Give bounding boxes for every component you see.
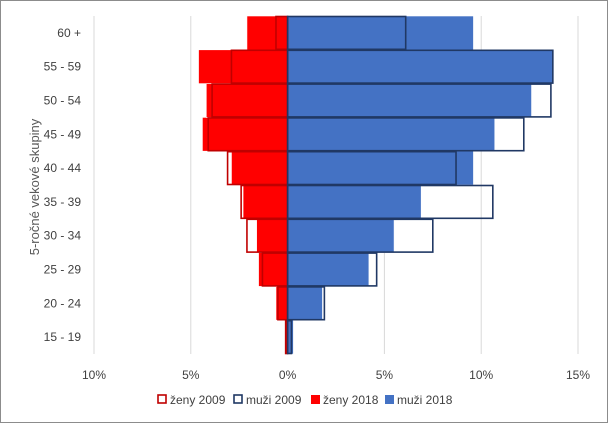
bar-outline xyxy=(286,218,434,253)
y-tick-label: 60 + xyxy=(57,26,81,40)
legend-swatch xyxy=(233,394,243,404)
x-tick-labels: 10% 5% 0% 5% 10% 15% xyxy=(82,368,590,382)
bar xyxy=(287,49,554,84)
filled-bars xyxy=(198,15,554,355)
x-tick-label: 10% xyxy=(82,368,106,382)
x-tick-label: 5% xyxy=(376,368,394,382)
legend-label: muži 2018 xyxy=(397,393,453,407)
bar-outline xyxy=(286,184,494,220)
bar xyxy=(246,15,288,51)
y-tick-label: 55 - 59 xyxy=(44,60,82,74)
legend: ženy 2009 muži 2009 ženy 2018 muži 2018 xyxy=(157,393,453,407)
bar-outline xyxy=(286,83,552,118)
x-tick-label: 10% xyxy=(469,368,493,382)
legend-swatch xyxy=(311,395,320,404)
bar xyxy=(287,218,395,253)
y-axis-label: 5-ročné vekové skupiny xyxy=(27,118,42,255)
legend-swatch xyxy=(157,394,167,404)
bar xyxy=(287,286,323,321)
bar-outline xyxy=(286,252,378,287)
bar xyxy=(287,83,532,118)
bar-outline xyxy=(286,319,293,355)
bar xyxy=(287,319,294,355)
x-tick-label: 15% xyxy=(566,368,590,382)
legend-label: muži 2009 xyxy=(246,393,302,407)
legend-label: ženy 2009 xyxy=(170,393,226,407)
bar xyxy=(287,117,496,152)
y-tick-label: 25 - 29 xyxy=(44,263,82,277)
bar xyxy=(287,184,422,220)
bar xyxy=(287,252,370,287)
x-tick-label: 5% xyxy=(182,368,200,382)
y-tick-label: 15 - 19 xyxy=(44,330,82,344)
bar-outline xyxy=(286,49,554,84)
bar xyxy=(287,15,474,51)
bar-outline xyxy=(286,286,326,321)
y-tick-label: 50 - 54 xyxy=(44,94,82,108)
legend-label: ženy 2018 xyxy=(323,393,379,407)
y-tick-labels: 15 - 19 20 - 24 25 - 29 30 - 34 35 - 39 40 - … xyxy=(44,26,82,344)
bar-outline xyxy=(286,15,407,51)
bar xyxy=(256,218,288,253)
bar xyxy=(242,184,288,220)
y-tick-label: 40 - 44 xyxy=(44,161,82,175)
y-tick-label: 45 - 49 xyxy=(44,127,82,141)
y-tick-label: 20 - 24 xyxy=(44,296,82,310)
y-tick-label: 35 - 39 xyxy=(44,195,82,209)
bar-outline xyxy=(286,117,525,152)
bar-outline xyxy=(286,150,457,186)
bar xyxy=(198,49,288,84)
bar xyxy=(231,150,288,186)
bar xyxy=(205,83,288,118)
x-tick-label: 0% xyxy=(279,368,297,382)
bar xyxy=(202,117,288,152)
legend-swatch xyxy=(385,395,394,404)
y-tick-label: 30 - 34 xyxy=(44,229,82,243)
bar xyxy=(287,150,474,186)
outline-bars xyxy=(207,15,554,355)
